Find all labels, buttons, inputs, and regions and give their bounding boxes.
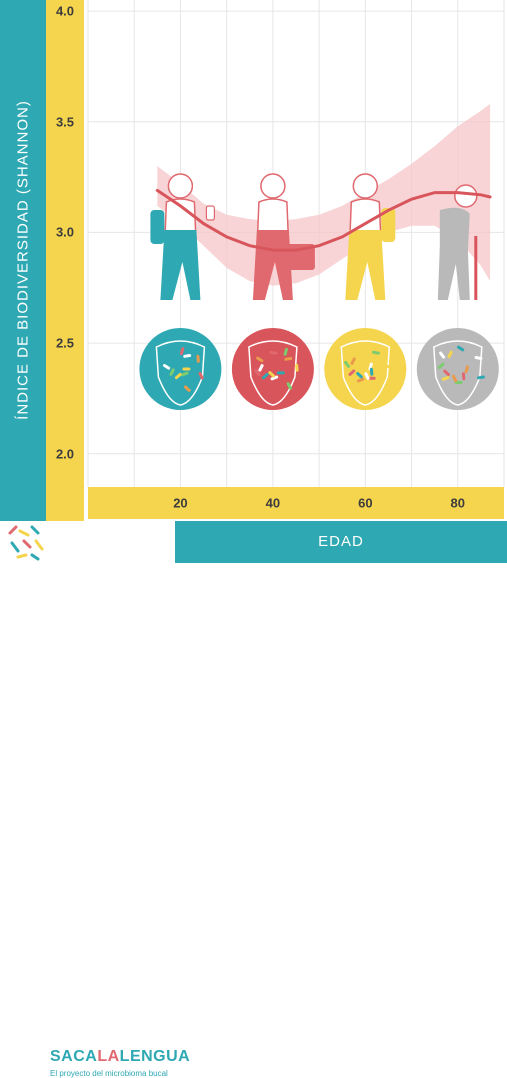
figure-backpack [150, 210, 165, 244]
bacteria-mark [183, 353, 192, 358]
logo-tagline: El proyecto del microbioma bucal [50, 1069, 168, 1078]
tongues [139, 328, 499, 410]
bacteria-mark [182, 367, 191, 371]
logo-wordmark: SACALALENGUA [50, 1048, 190, 1066]
bacteria-mark [456, 345, 465, 352]
logo-word: SACA [50, 1048, 98, 1065]
bacteria-mark [162, 363, 171, 370]
bacteria-mark [198, 372, 204, 380]
bacteria-mark [354, 349, 362, 356]
figure-legs [437, 248, 470, 300]
bacteria-mark [439, 351, 446, 359]
tongue-outline [340, 340, 391, 406]
y-tick-label: 2.0 [55, 446, 75, 462]
bacteria-mark [258, 364, 264, 372]
figure-torso [439, 207, 470, 252]
tongue-microbiome-icon [231, 328, 314, 410]
x-tick-label: 60 [358, 495, 373, 511]
bacteria-mark [369, 367, 374, 376]
bacteria-mark [443, 369, 450, 377]
figure-backpack [381, 208, 396, 242]
bacteria-mark [268, 371, 276, 378]
bacteria-mark [270, 375, 279, 381]
tongue-outline [433, 340, 483, 406]
tongue-outline [248, 340, 298, 406]
x-tick-label: 80 [450, 495, 465, 511]
bacteria-mark [183, 385, 191, 392]
x-tick-band [88, 487, 504, 519]
tongue-circle [324, 328, 407, 410]
bacteria-mark [474, 356, 483, 360]
bacteria-mark [356, 371, 363, 379]
bacteria-mark [295, 363, 299, 372]
bacteria-mark [180, 371, 189, 377]
confidence-band [157, 104, 491, 286]
x-tick-label: 20 [173, 495, 188, 511]
y-tick-band [46, 0, 84, 521]
logo-word: LA [97, 1048, 120, 1065]
tongue-microbiome-icon [324, 328, 407, 410]
bacteria-mark [364, 372, 370, 380]
bacteria-mark [179, 347, 185, 356]
x-tick-label: 40 [265, 495, 281, 511]
tongue-microbiome-icon [416, 328, 499, 410]
bacteria-mark [356, 377, 365, 383]
bacteria-mark [350, 357, 356, 365]
x-axis-band [175, 521, 507, 563]
tongue-circle [416, 328, 499, 410]
bacteria-mark [348, 369, 356, 376]
bacteria-mark [254, 368, 261, 376]
bacteria-mark [276, 371, 285, 375]
bacteria-mark [464, 365, 469, 374]
y-tick-label: 4.0 [55, 3, 75, 19]
y-tick-label: 3.0 [55, 224, 75, 240]
bacteria-mark [196, 354, 200, 363]
figure-head [260, 173, 286, 199]
bacteria-mark [368, 362, 373, 371]
bacteria-mark [169, 355, 178, 359]
tongue-outline [155, 340, 206, 406]
figure-legs [160, 230, 201, 300]
bacteria-mark [372, 350, 380, 355]
bacteria-mark [174, 372, 182, 380]
bacteria-mark [283, 347, 288, 356]
bacteria-mark [437, 362, 445, 369]
bacteria-mark [461, 372, 466, 381]
walking-person-backpack-icon [345, 173, 396, 300]
tongue-circle [231, 328, 314, 410]
bacteria-mark [452, 374, 458, 383]
bacteria-mark [383, 364, 392, 369]
figure-phone [205, 205, 215, 221]
bacteria-mark [447, 350, 453, 359]
bacteria-mark [256, 356, 264, 363]
y-tick-label: 3.5 [55, 114, 75, 130]
bacteria-mark [441, 376, 450, 381]
bacteria-mark [367, 376, 376, 380]
bacteria-mark [343, 360, 351, 368]
bacteria-mark [261, 372, 269, 380]
figure-head [352, 173, 379, 199]
bacteria-mark [284, 356, 293, 361]
y-axis-band [0, 0, 46, 521]
bacteria-mark [269, 350, 278, 355]
logo-mark-icon [8, 525, 44, 561]
bacteria-mark [477, 375, 485, 380]
series-line [155, 188, 492, 252]
y-tick-label: 2.5 [55, 335, 75, 351]
tongue-circle [139, 328, 222, 410]
figure-legs [345, 230, 386, 300]
figure-head [167, 173, 194, 199]
tongue-microbiome-icon [139, 328, 222, 410]
logo-word: LENGUA [119, 1048, 191, 1065]
bacteria-mark [169, 368, 175, 376]
bacteria-mark [167, 373, 174, 381]
bacteria-mark [286, 382, 292, 390]
figure-head [454, 184, 478, 208]
chart-plot [87, 0, 505, 487]
x-axis-label: EDAD [318, 533, 364, 550]
elderly-person-cane-icon [437, 184, 478, 300]
